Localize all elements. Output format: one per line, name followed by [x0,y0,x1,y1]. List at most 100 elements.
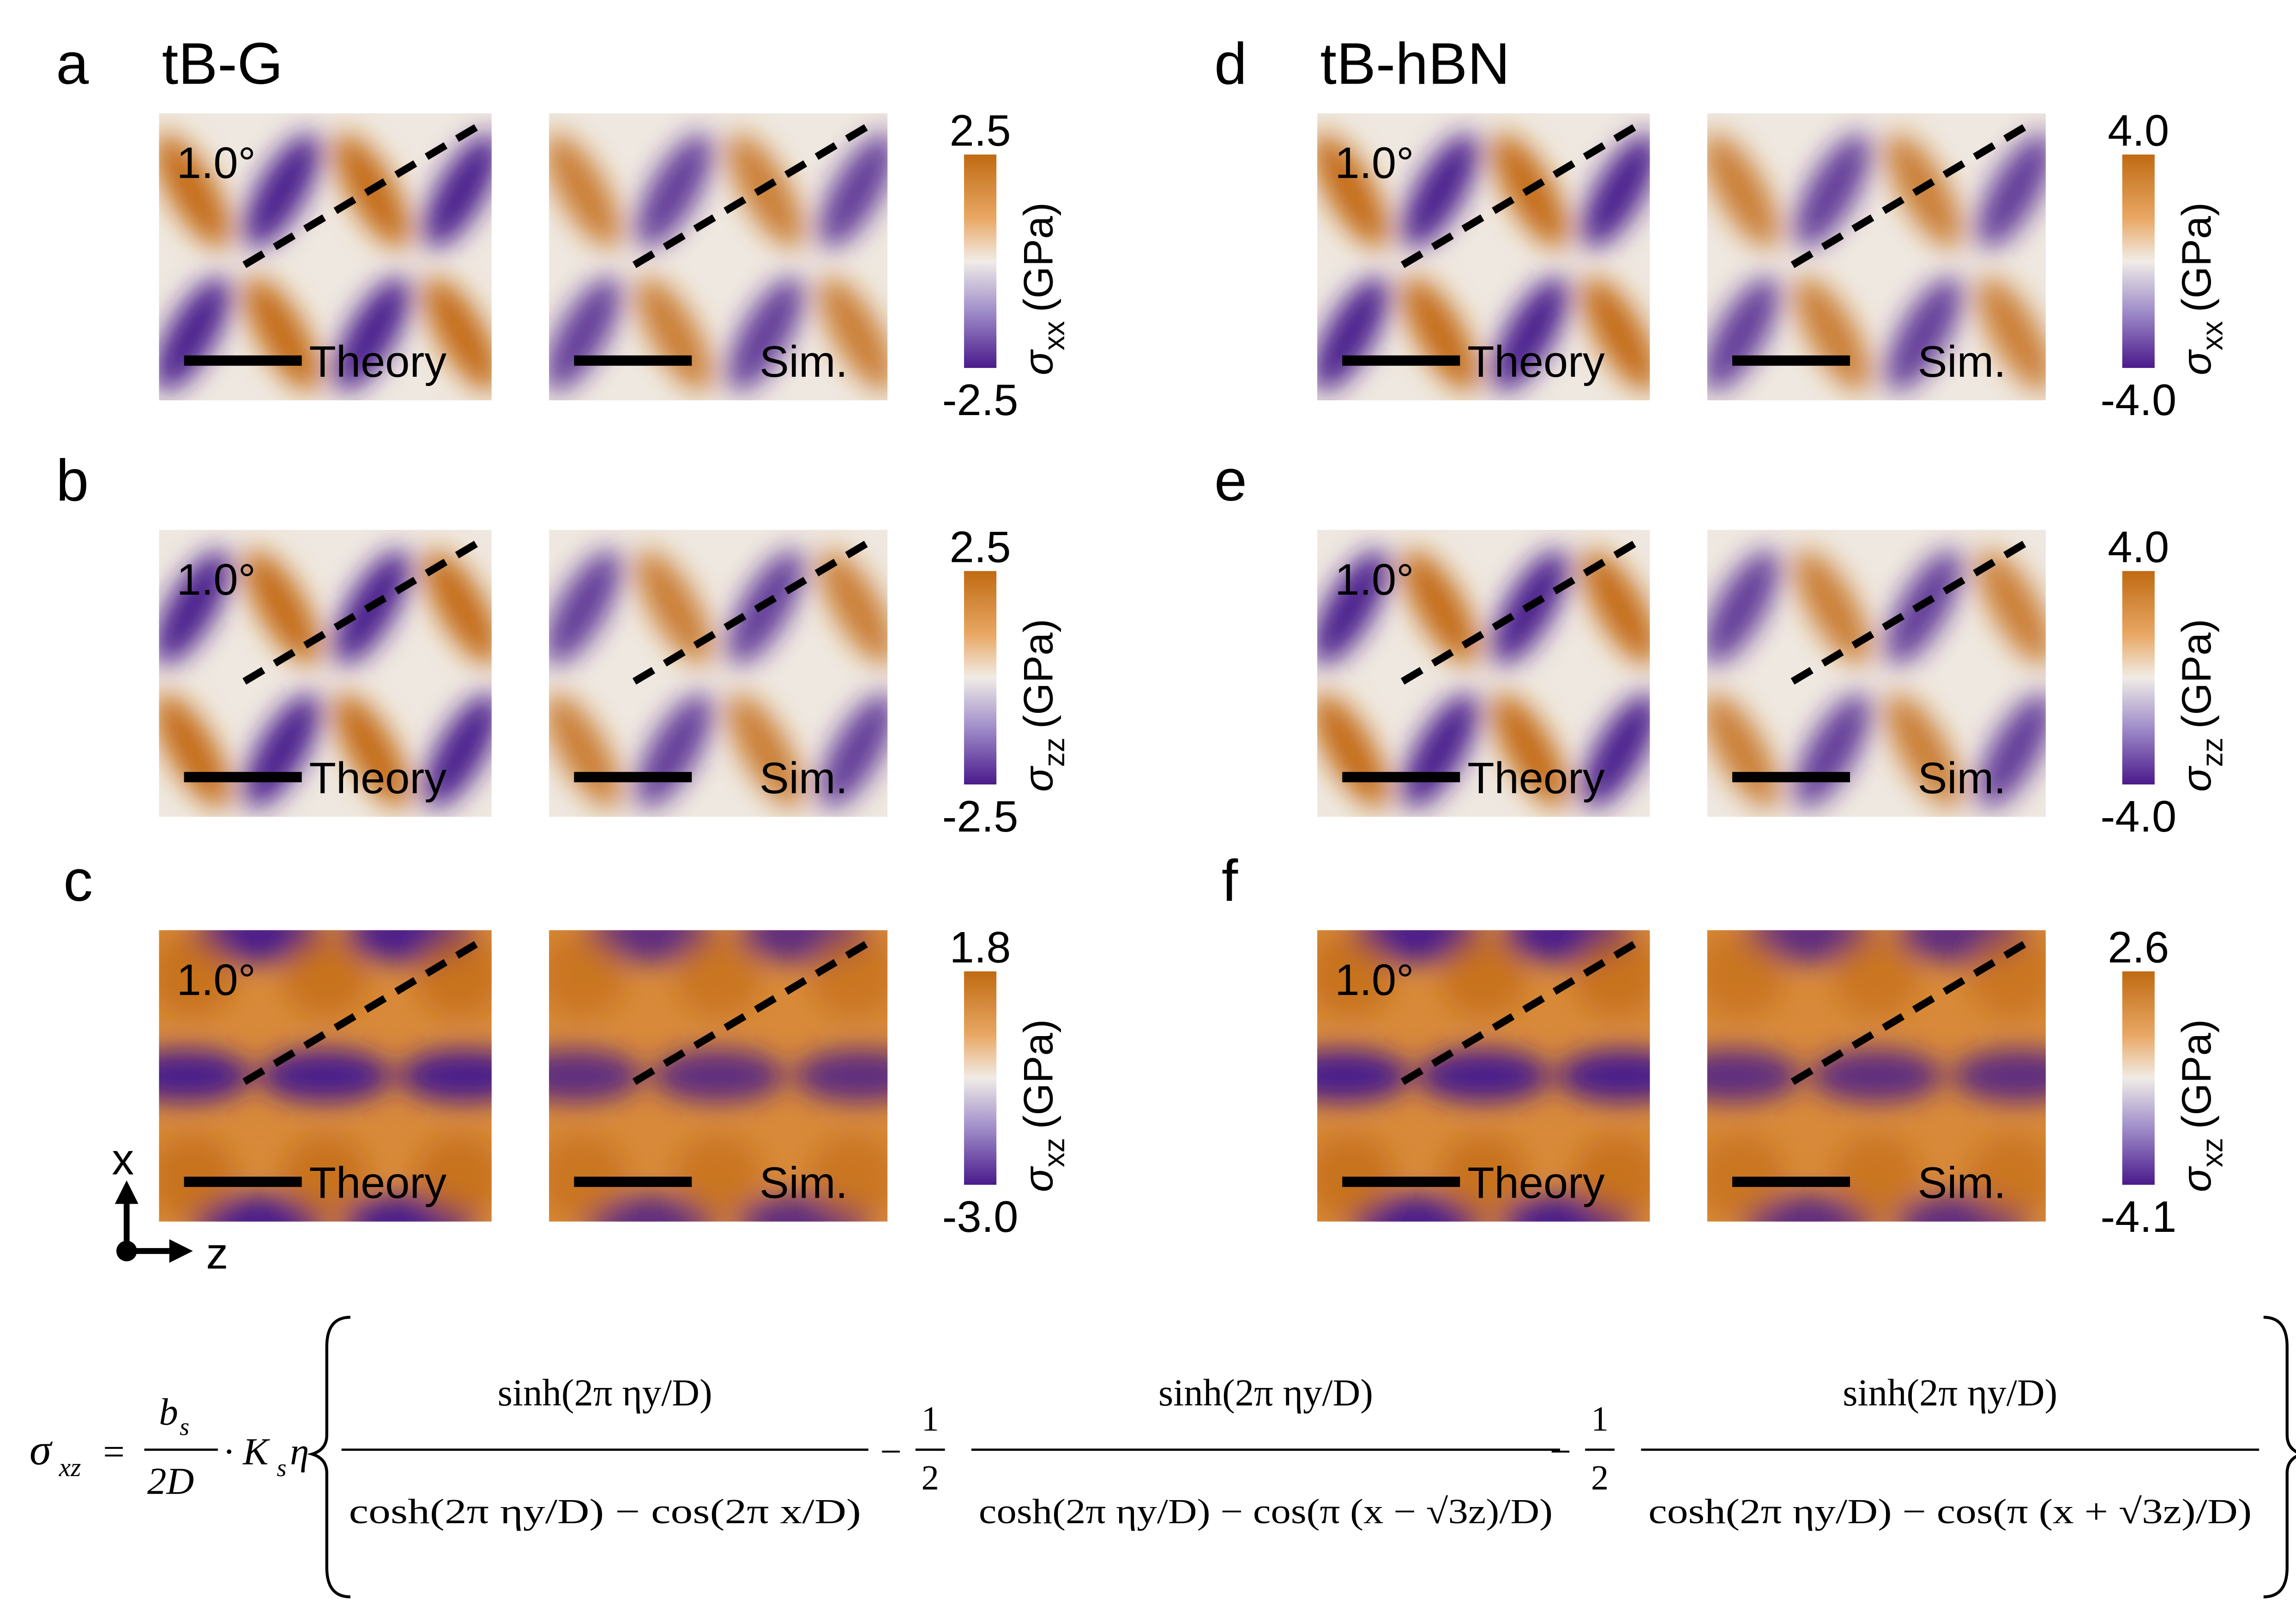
lobe [1886,693,1962,808]
heatmap [549,113,888,401]
lobe [159,277,231,392]
term-numerator: sinh(2π ηy/D) [498,1371,712,1414]
lobe [159,550,231,665]
pre-den: 2D [147,1459,194,1502]
colorbar-label: σxz (GPa) [2173,1019,2229,1192]
lobe [1977,550,2046,665]
sim-label: Sim. [1918,337,2006,386]
colorbar-label: σxx (GPa) [1015,202,1071,375]
heatmap [1707,930,2046,1222]
lhs-sub: xz [59,1453,81,1482]
dashed-line [1790,538,2030,685]
lobe [1707,277,1779,392]
lobe [1707,550,1779,665]
colorbar [964,571,997,784]
lobe [652,1049,785,1103]
lobe [1832,1134,1921,1222]
label-sub: xz [2195,1138,2229,1167]
panel-letter: e [1214,448,1247,513]
lobe [674,1134,763,1222]
lobe [1707,930,1785,1018]
heatmap [1707,113,2046,401]
colorbar-max: 2.5 [950,523,1011,572]
lobe [423,550,492,665]
lobes [159,930,492,1222]
lobes [1707,133,2046,392]
colorbar [964,154,997,368]
label-symbol: σ [2173,349,2219,375]
angle-label: 1.0° [177,955,256,1005]
term-denominator: cosh(2π ηy/D) − cos(2π x/D) [349,1492,861,1531]
lobe [1794,550,1871,665]
sim-label: Sim. [1918,1158,2006,1208]
lobe [281,1134,370,1222]
lobe [1977,277,2046,392]
lobe [1492,277,1569,392]
dashed-line [632,939,872,1085]
lobe [244,550,320,665]
theory-label: Theory [309,1158,447,1208]
colorbar-min: -2.5 [942,375,1018,425]
label-symbol: σ [1015,349,1061,375]
label-symbol: σ [2173,1166,2219,1192]
sim-label: Sim. [759,754,848,803]
coef-num: 1 [922,1399,939,1438]
colorbar-label: σxx (GPa) [2173,202,2229,375]
lobe [333,693,410,808]
dashed-line [242,538,482,685]
lobe [423,693,492,808]
angle-label: 1.0° [177,555,256,604]
term-sign: − [1550,1430,1572,1473]
lobe [1402,133,1479,248]
colorbar-min: -4.0 [2100,792,2176,841]
lobe [244,133,320,248]
axes-indicator [114,1180,193,1263]
colorbar-max: 1.8 [950,923,1011,972]
lobe [1707,133,1779,248]
colorbar-min: -4.0 [2100,375,2176,425]
heatmap-bg [549,113,888,401]
sim-label: Sim. [1918,754,2006,803]
lobes [159,133,492,392]
label-symbol: σ [1015,766,1061,792]
lobe [727,277,804,392]
colorbar-label: σxz (GPa) [1015,1019,1071,1192]
lobe [1317,930,1395,1018]
label-unit: (GPa) [2173,202,2219,312]
label-sub: zz [1037,737,1071,767]
lobe [1581,550,1650,665]
panel-letter: b [56,448,89,513]
lobe [1317,277,1389,392]
lobe [809,930,888,1018]
lobes [549,930,888,1222]
dashed-line [1400,939,1640,1085]
lobe [1581,277,1650,392]
lobe [1581,693,1650,808]
lobe [819,133,888,248]
lobe [1317,133,1389,248]
label-unit: (GPa) [1015,619,1061,729]
term-denominator: cosh(2π ηy/D) − cos(π (x − √3z)/D) [979,1492,1553,1531]
coef-den: 2 [922,1458,939,1497]
lobes [1317,133,1650,392]
lobe [1968,930,2046,1018]
heatmap [549,530,888,817]
dashed-line [1790,939,2030,1085]
colorbar-label: σzz (GPa) [1015,619,1071,792]
lobe [1832,930,1921,1018]
lobes [1317,930,1650,1222]
lobe [1952,1049,2046,1103]
lobe [549,550,621,665]
lobe [259,1049,392,1103]
lobe [1572,930,1650,1018]
dashed-line [242,939,482,1085]
lobe [549,1049,643,1103]
label-sub: xx [1037,321,1071,350]
axis-x-label: x [112,1135,134,1184]
panel-letter: f [1222,848,1238,914]
lobe [549,277,621,392]
lobe [1968,1134,2046,1222]
lobe [1402,550,1479,665]
